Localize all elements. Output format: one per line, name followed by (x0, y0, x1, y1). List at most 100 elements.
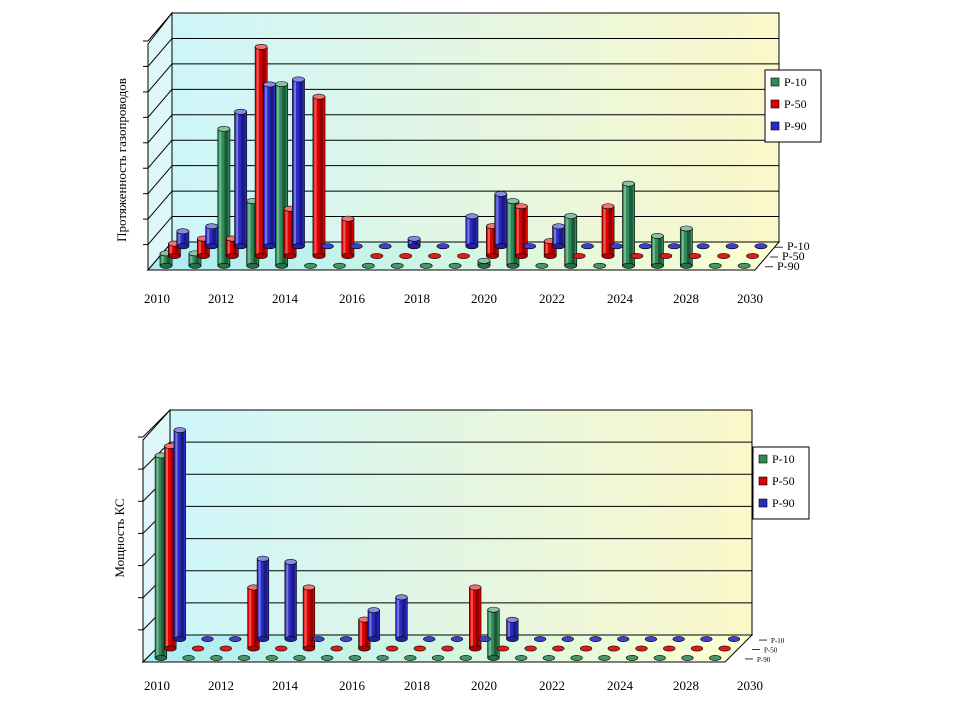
bar-P-10-2019 (419, 262, 433, 269)
bar-P-10-2030 (709, 655, 722, 661)
bar-P-90-2018 (407, 235, 421, 250)
bar-P-10-2030 (737, 262, 751, 269)
legend-label: P-10 (772, 452, 795, 466)
bar-P-50-2029 (717, 253, 731, 259)
bar-P-50-2011 (191, 645, 205, 652)
bar-P-90-2013 (263, 81, 276, 250)
legend-swatch-P-90 (758, 498, 768, 508)
x-tick-label: 2012 (208, 291, 234, 306)
legend-swatch-P-50 (770, 99, 780, 109)
bar-P-90-2017 (367, 607, 380, 642)
bar-P-90-2015 (312, 636, 325, 642)
bar-P-50-2024 (552, 645, 565, 652)
series-axis-label: P-10 (771, 637, 785, 645)
bar-P-90-2012 (229, 636, 242, 642)
gridline-side (147, 114, 173, 144)
x-tick-label: 2018 (404, 291, 430, 306)
bar-P-10-2026 (622, 180, 635, 269)
bar-P-90-2019 (436, 243, 450, 250)
bar-P-50-2021 (469, 584, 482, 652)
chart-1: Протяженность газопроводов 2010 2012 2014 2… (114, 11, 822, 306)
bar-P-90-2027 (667, 243, 681, 250)
bar-P-50-2023 (524, 645, 537, 652)
bar-P-90-2020 (465, 213, 479, 250)
bar-P-10-2012 (210, 655, 223, 661)
bar-P-50-2022 (514, 203, 528, 259)
chart-2: Мощность КС 2010 2012 2014 2016 2018 2020 2022… (112, 408, 810, 693)
bar-P-90-2023 (552, 223, 565, 250)
bar-P-50-2024 (572, 253, 586, 259)
bar-P-90-2030 (727, 636, 741, 642)
bar-P-90-2022 (523, 243, 537, 250)
bar-P-10-2028 (653, 655, 666, 661)
bar-P-90-2024 (581, 243, 594, 250)
legend-label: P-90 (784, 119, 807, 133)
x-tick-label: 2010 (144, 678, 170, 693)
bar-P-50-2029 (690, 645, 704, 652)
bar-P-90-2013 (256, 555, 270, 642)
bar-P-50-2028 (688, 253, 702, 259)
x-tick-label: 2024 (607, 291, 634, 306)
gridline-side (147, 165, 173, 194)
gridline-side (147, 63, 173, 93)
gridline-side (147, 38, 173, 67)
gridline-side (147, 216, 173, 245)
bar-P-10-2027 (625, 655, 639, 661)
series-axis-label: P-90 (777, 259, 800, 273)
bar-P-90-2024 (561, 636, 574, 642)
gridline-side (147, 12, 173, 42)
x-tick-label: 2022 (539, 678, 565, 693)
bar-P-10-2020 (448, 262, 462, 269)
legend-swatch-P-50 (758, 476, 768, 486)
bar-P-10-2015 (293, 655, 306, 661)
x-tick-label: 2028 (673, 678, 699, 693)
bar-P-10-2025 (593, 262, 606, 269)
bar-P-90-2021 (478, 636, 491, 642)
bar-P-90-2014 (284, 559, 297, 642)
x-tick-label: 2024 (607, 678, 634, 693)
bar-P-90-2025 (610, 243, 623, 250)
gridline-side (147, 139, 173, 169)
x-tick-label: 2022 (539, 291, 565, 306)
x-tick-label: 2030 (737, 291, 763, 306)
x-tick-label: 2030 (737, 678, 763, 693)
legend-swatch-P-10 (758, 454, 768, 464)
x-tick-label: 2010 (144, 291, 170, 306)
bar-P-10-2028 (679, 225, 693, 269)
bar-P-50-2025 (579, 645, 593, 652)
bar-P-90-2016 (349, 243, 363, 250)
bar-P-50-2013 (247, 584, 260, 652)
bar-P-10-2023 (515, 655, 528, 661)
series-axis-label: P-10 (787, 239, 810, 253)
legend-label: P-50 (772, 474, 795, 488)
bar-P-50-2017 (370, 253, 384, 259)
bar-P-10-2014 (265, 655, 278, 661)
bar-P-10-2029 (708, 262, 722, 269)
bar-P-90-2021 (494, 191, 508, 250)
gridline-side (147, 89, 173, 118)
x-tick-label: 2020 (471, 678, 497, 693)
bar-P-10-2020 (431, 655, 445, 661)
bar-P-50-2030 (718, 645, 731, 652)
series-axis-label: P-90 (757, 656, 771, 664)
bar-P-10-2011 (182, 655, 195, 661)
bar-P-50-2026 (607, 645, 620, 652)
bar-P-90-2016 (339, 636, 353, 642)
bar-P-10-2018 (390, 262, 404, 269)
bar-P-90-2030 (754, 243, 768, 250)
bar-P-50-2015 (312, 93, 326, 259)
bar-P-10-2012 (217, 125, 231, 269)
bar-P-90-2028 (672, 636, 685, 642)
chart-2-y-axis-label: Мощность КС (112, 498, 127, 577)
bar-P-50-2020 (441, 645, 454, 652)
legend-label: P-50 (784, 97, 807, 111)
x-tick-label: 2012 (208, 678, 234, 693)
x-tick-label: 2020 (471, 291, 497, 306)
bar-P-10-2016 (333, 262, 346, 269)
bar-P-10-2025 (570, 655, 583, 661)
legend-label: P-90 (772, 496, 795, 510)
bar-P-50-2010 (164, 443, 177, 652)
bar-P-10-2027 (651, 233, 664, 269)
bar-P-10-2017 (348, 655, 362, 661)
gridline-side (142, 409, 171, 438)
